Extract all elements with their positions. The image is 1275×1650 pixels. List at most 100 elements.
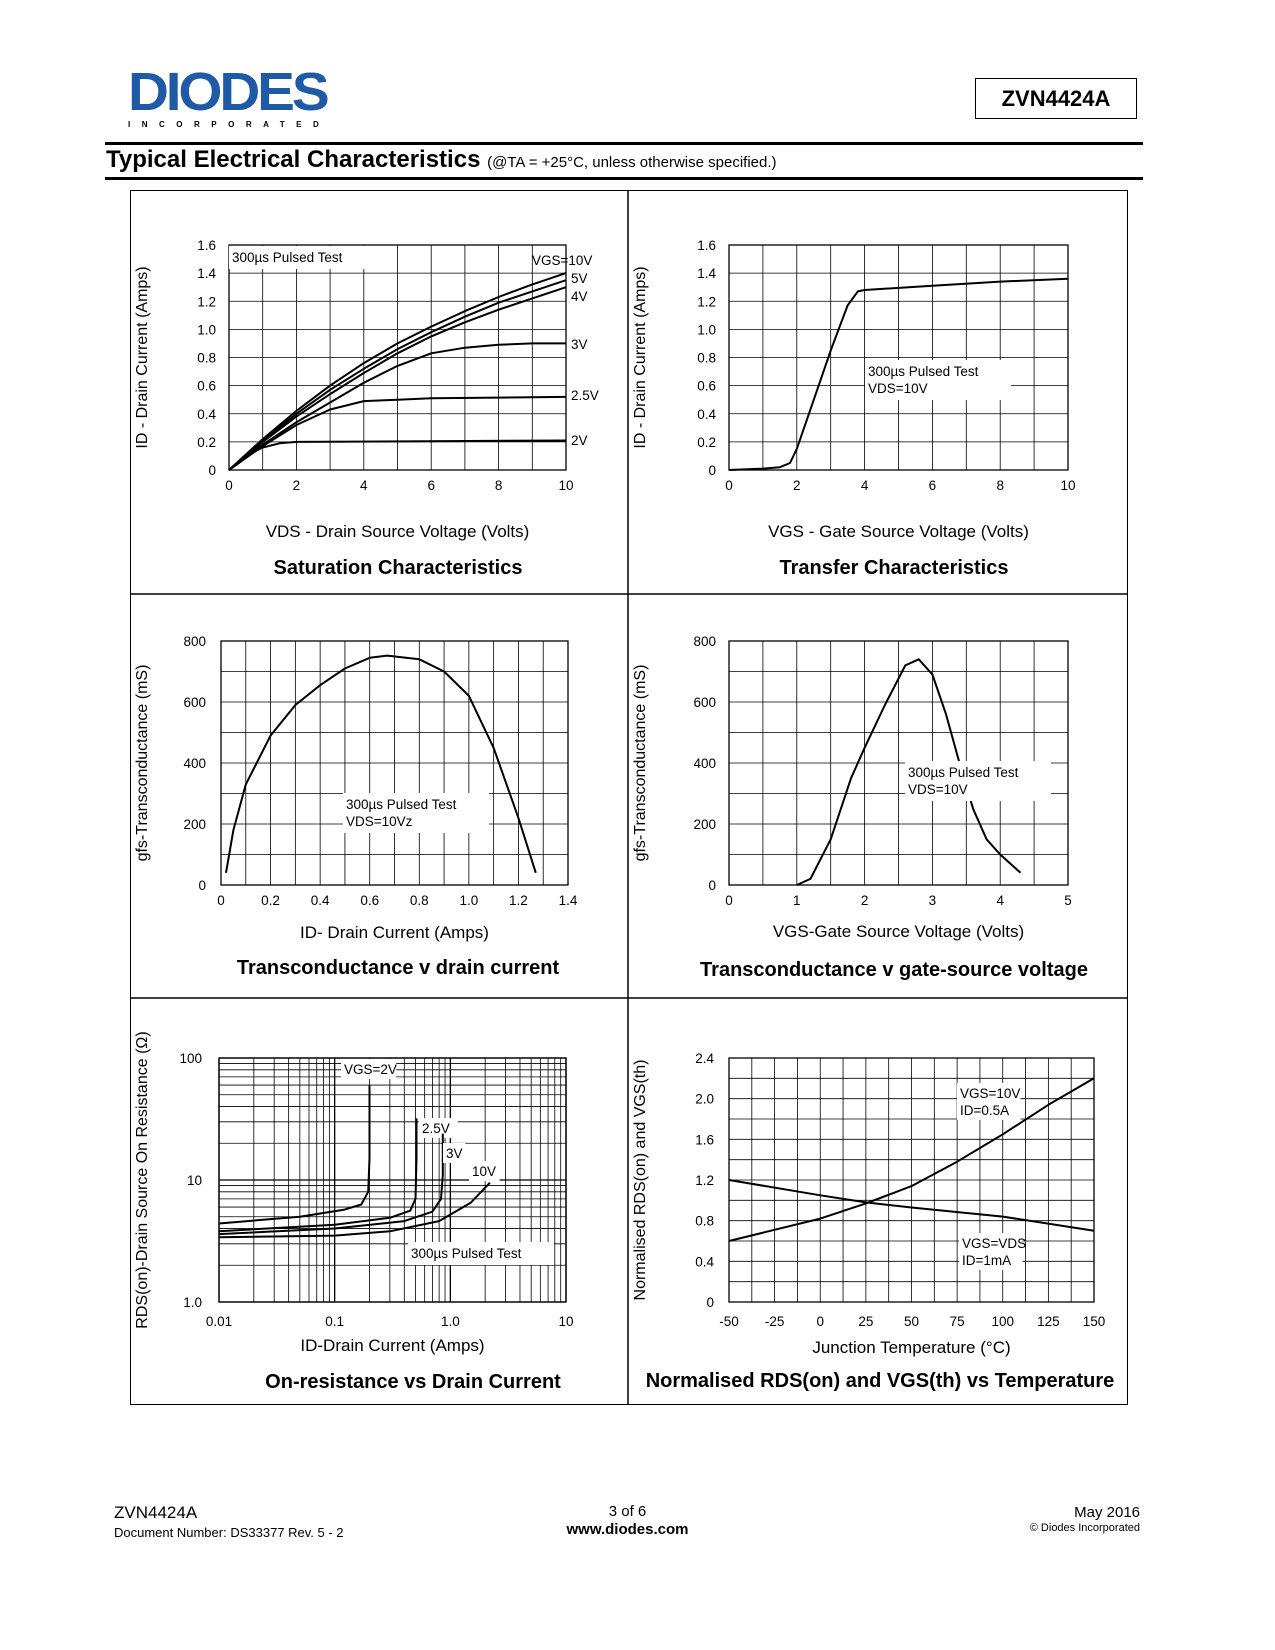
plot-area (228, 244, 567, 471)
annotation-box (229, 246, 375, 269)
series-label: 3V (571, 337, 588, 352)
series-line (728, 1179, 1095, 1232)
y-axis-label: ID - Drain Current (Amps) (632, 266, 649, 448)
y-tick-label: 2.0 (695, 1092, 714, 1107)
label-background (419, 1118, 458, 1138)
x-tick-label: 25 (858, 1314, 873, 1329)
annotation-text: VDS=10V (908, 782, 968, 797)
x-tick-label: 6 (929, 478, 937, 493)
y-tick-label: 600 (183, 695, 206, 710)
grid (218, 1057, 567, 1303)
x-tick-label: 1.0 (459, 893, 478, 908)
diodes-logo: DIODES INCORPORATED (128, 60, 348, 129)
y-tick-label: 0.8 (697, 351, 716, 366)
series-line (728, 1077, 1095, 1242)
series-line (225, 654, 537, 874)
series-label: ID=1mA (962, 1253, 1011, 1268)
plot-area (218, 1057, 567, 1303)
y-axis-label: gfs-Transconductance (mS) (134, 665, 151, 862)
logo-wordmark: DIODES (128, 62, 330, 122)
series-label: 10V (472, 1164, 496, 1179)
y-tick-label: 0.8 (695, 1214, 714, 1229)
y-tick-label: 800 (183, 634, 206, 649)
x-axis-label: VGS - Gate Source Voltage (Volts) (768, 522, 1029, 541)
x-axis-label: Junction Temperature (°C) (812, 1338, 1010, 1357)
x-tick-label: 1.2 (509, 893, 528, 908)
series-line (228, 439, 567, 471)
grid (728, 244, 1069, 471)
plot-area (728, 640, 1069, 886)
x-tick-label: 2 (293, 478, 301, 493)
y-tick-label: 0 (708, 878, 716, 893)
x-tick-label: 100 (991, 1314, 1014, 1329)
label-background (341, 1059, 397, 1079)
y-tick-label: 1.6 (695, 1132, 714, 1147)
y-tick-label: 2.4 (695, 1051, 714, 1066)
x-tick-label: 0.8 (410, 893, 429, 908)
x-tick-label: -50 (719, 1314, 739, 1329)
series-label: VGS=VDS (962, 1236, 1026, 1251)
y-tick-label: 400 (693, 756, 716, 771)
y-tick-label: 0.2 (697, 435, 716, 450)
x-tick-label: 8 (495, 478, 503, 493)
x-tick-label: 8 (996, 478, 1004, 493)
x-tick-label: 10 (558, 478, 573, 493)
y-tick-label: 1.2 (697, 294, 716, 309)
x-tick-label: 0 (816, 1314, 824, 1329)
series-line (228, 279, 567, 471)
series-label: VGS=2V (344, 1062, 397, 1077)
y-tick-label: 0.4 (697, 407, 716, 422)
y-axis-label: gfs-Transconductance (mS) (632, 665, 649, 862)
x-tick-label: 6 (427, 478, 435, 493)
y-tick-label: 1.6 (197, 238, 216, 253)
y-tick-label: 1.4 (197, 266, 216, 281)
y-tick-label: 1.2 (197, 294, 216, 309)
x-tick-label: 4 (360, 478, 368, 493)
annotation-text: 300µs Pulsed Test (346, 797, 457, 812)
series-line (228, 395, 567, 471)
x-tick-label: 1.4 (559, 893, 578, 908)
annotation-text: 300µs Pulsed Test (411, 1246, 522, 1261)
chart-2: 0 2 4 6 8 10 0 0.2 0.4 0.6 0.8 1.0 1.2 1.4 1.6 300µs Pu… (632, 238, 1076, 579)
x-tick-label: 150 (1083, 1314, 1106, 1329)
annotation-box (408, 1242, 554, 1265)
y-tick-label: 1.0 (197, 322, 216, 337)
y-tick-label: 800 (693, 634, 716, 649)
grid (728, 1057, 1095, 1303)
label-background (443, 1143, 466, 1163)
y-tick-label: 1.6 (697, 238, 716, 253)
x-tick-label: 50 (904, 1314, 919, 1329)
section-title: Typical Electrical Characteristics (@TA … (106, 146, 777, 174)
chart-title: Transconductance v drain current (237, 957, 560, 979)
chart-title: Transfer Characteristics (779, 557, 1008, 579)
series-line (228, 342, 566, 471)
series-line (218, 1133, 444, 1236)
part-number-box: ZVN4424A (975, 78, 1137, 119)
chart-6: -50 -25 0 25 50 75 100 125 150 0 0.4 0.8 1.2 1.6 2.0 2.… (632, 1051, 1114, 1392)
y-tick-label: 1.2 (695, 1173, 714, 1188)
chart-title: Normalised RDS(on) and VGS(th) vs Temper… (646, 1370, 1115, 1392)
label-background (469, 1161, 500, 1181)
x-tick-label: 0.01 (206, 1314, 232, 1329)
annotation-text: VDS=10Vz (346, 814, 413, 829)
y-tick-label: 10 (187, 1173, 202, 1188)
chart-title: Saturation Characteristics (274, 557, 523, 579)
x-tick-label: 5 (1064, 893, 1072, 908)
x-tick-label: 0 (225, 478, 233, 493)
series-line (796, 658, 1022, 886)
footer-website[interactable]: www.diodes.com (566, 1521, 689, 1538)
series-line (218, 1085, 371, 1225)
grid (220, 640, 569, 886)
y-tick-label: 200 (693, 817, 716, 832)
chart-title: On-resistance vs Drain Current (265, 1371, 561, 1393)
annotation-text: 300µs Pulsed Test (232, 250, 343, 265)
x-tick-label: 0.2 (261, 893, 280, 908)
chart-5: 0.01 0.1 1.0 10 1.0 10 100 VGS=2V 2.5V 3V 10V 300µs… (134, 1031, 574, 1393)
x-tick-label: 4 (861, 478, 869, 493)
series-label: 3V (446, 1146, 463, 1161)
label-background (959, 1233, 1023, 1270)
x-tick-label: 2 (861, 893, 869, 908)
y-axis-label: Normalised RDS(on) and VGS(th) (632, 1060, 649, 1301)
x-axis-label: ID-Drain Current (Amps) (300, 1336, 484, 1355)
